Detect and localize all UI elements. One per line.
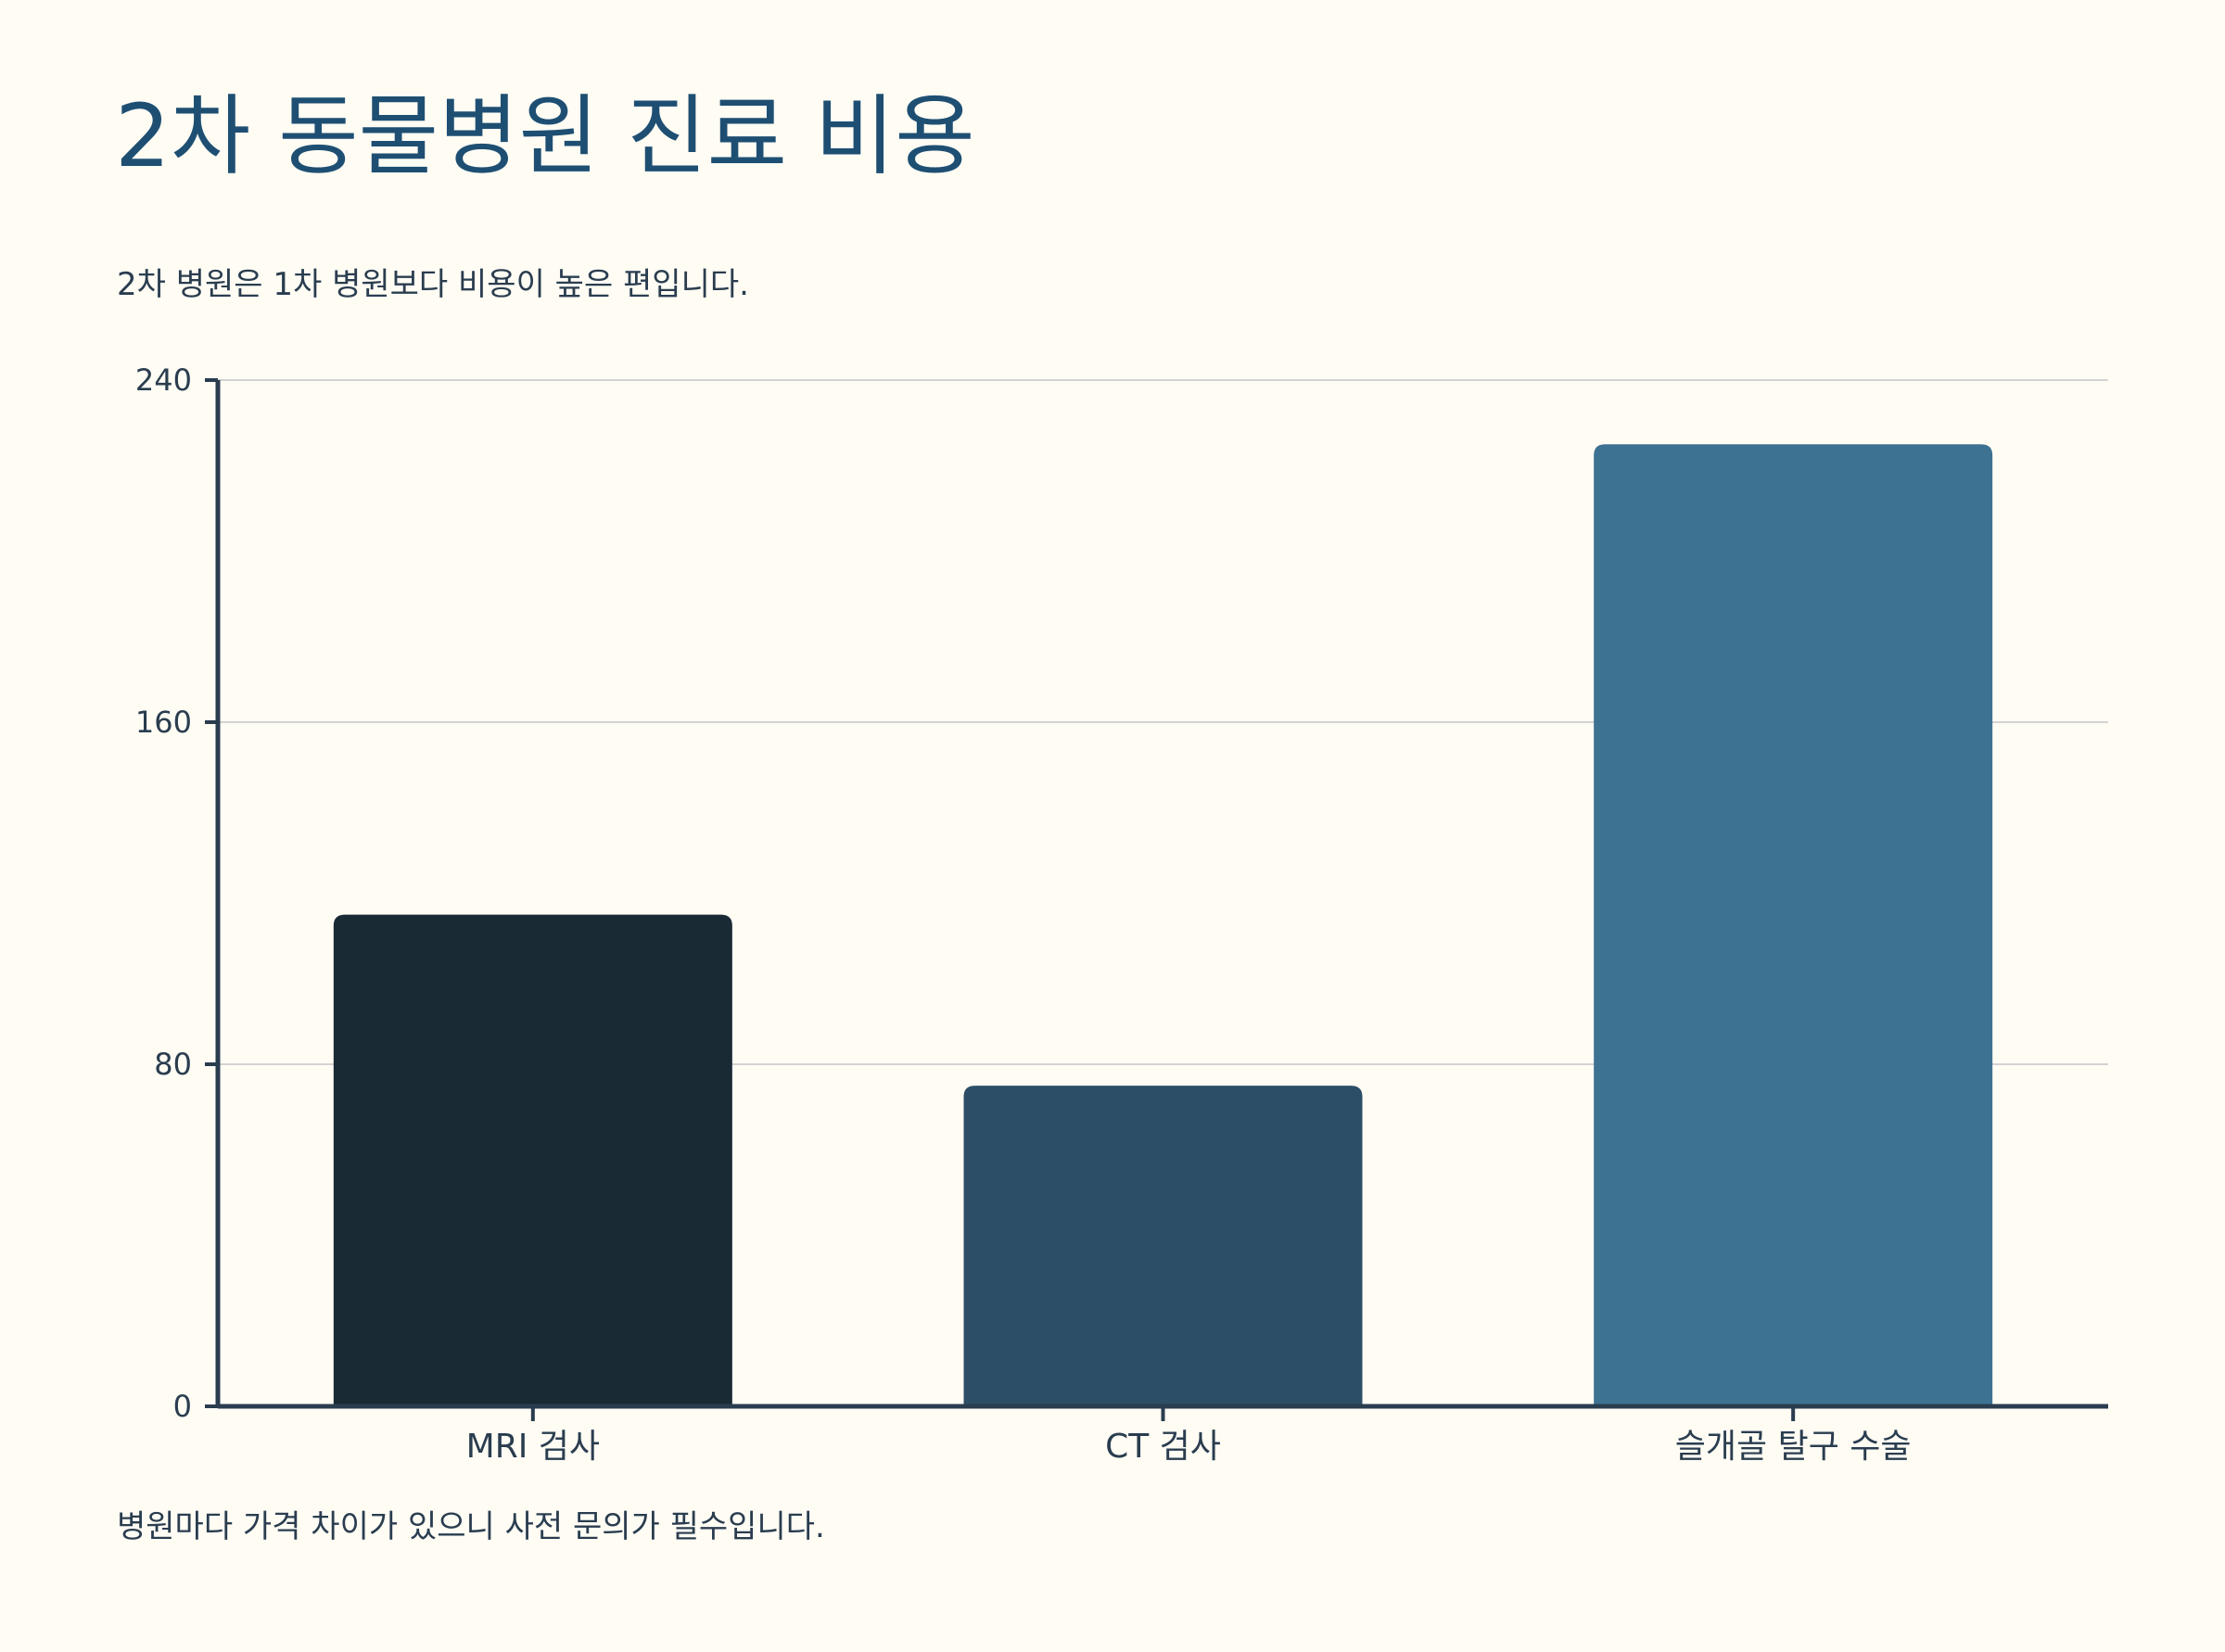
axis-labels: 0 80 160 240 MRI 검사 CT 검사 슬개골 탈구 수술	[135, 362, 1912, 1466]
y-tick-label: 80	[154, 1047, 192, 1082]
y-tick-label: 0	[173, 1389, 192, 1424]
chart-title: 2차 동물병원 진료 비용	[115, 86, 975, 187]
x-tick-label: CT 검사	[1105, 1428, 1221, 1466]
y-tick-label: 160	[135, 705, 192, 740]
y-tick-label: 240	[135, 362, 192, 398]
bars	[333, 444, 1993, 1406]
axes	[205, 378, 2108, 1421]
chart-subtitle: 2차 병원은 1차 병원보다 비용이 높은 편입니다.	[117, 266, 749, 303]
bar-1	[333, 914, 732, 1406]
chart-footnote: 병원마다 가격 차이가 있으니 사전 문의가 필수입니다.	[117, 1508, 825, 1545]
x-tick-label: MRI 검사	[466, 1428, 600, 1466]
bar-2	[963, 1086, 1363, 1406]
x-tick-label: 슬개골 탈구 수술	[1675, 1428, 1912, 1466]
bar-3	[1594, 444, 1993, 1406]
